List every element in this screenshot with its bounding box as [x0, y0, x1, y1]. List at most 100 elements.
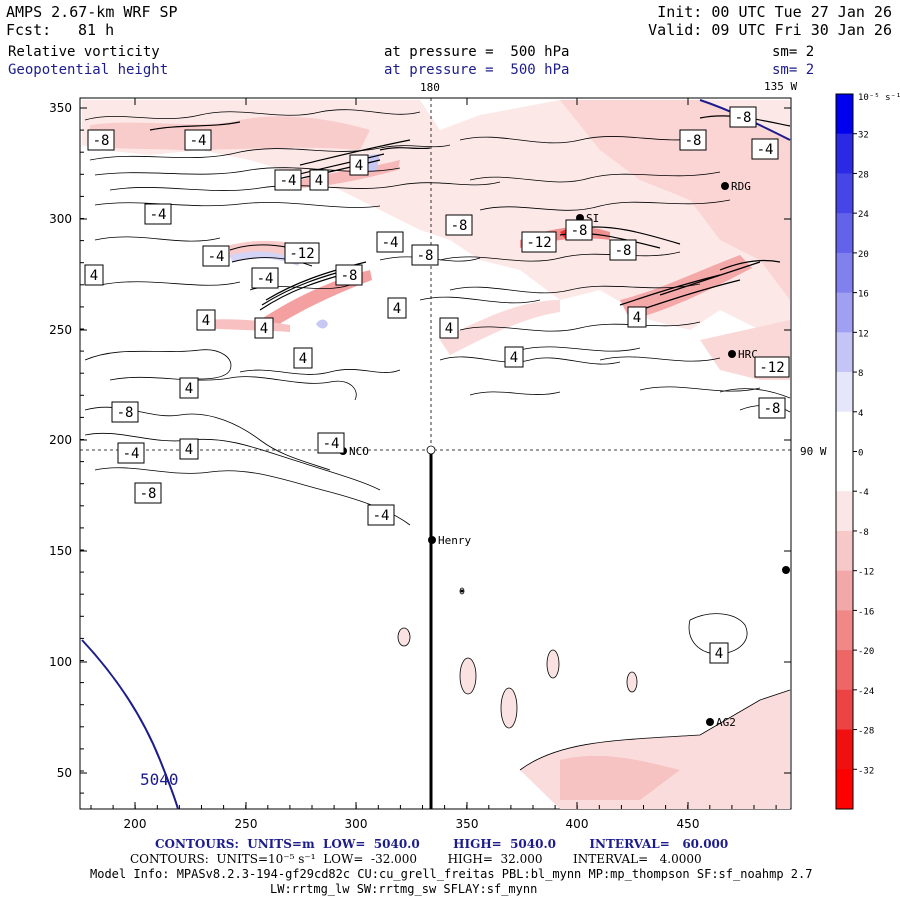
geopotential-contour-5040 [81, 639, 179, 810]
colorbar-label: -16 [858, 607, 874, 617]
field2-level: at pressure = 500 hPa [384, 62, 570, 78]
contour-label: -12 [521, 231, 557, 253]
svg-text:4: 4 [633, 310, 641, 326]
contour-label: -8 [729, 106, 757, 128]
contour-label: 4 [254, 317, 274, 339]
svg-text:4: 4 [185, 442, 193, 458]
colorbar-swatch [836, 173, 853, 214]
svg-text:-4: -4 [123, 446, 140, 462]
colorbar-label: 4 [858, 409, 863, 419]
colorbar-swatch [836, 213, 853, 254]
svg-text:-4: -4 [280, 173, 297, 189]
svg-text:-8: -8 [140, 486, 157, 502]
colorbar-label: -4 [858, 488, 869, 498]
contour-label: -4 [117, 442, 145, 464]
x-tick-label: 250 [235, 817, 258, 831]
colorbar-label: 20 [858, 250, 869, 260]
colorbar-swatch [836, 411, 853, 452]
contour-label: -4 [751, 138, 779, 160]
lat-label-90w: 90 W [800, 445, 827, 458]
x-tick-label: 450 [677, 817, 700, 831]
colorbar-label: -28 [858, 727, 874, 737]
svg-text:-12: -12 [289, 246, 314, 262]
colorbar-swatch [836, 610, 853, 651]
colorbar-swatch [836, 451, 853, 492]
lon-label-135w: 135 W [764, 80, 797, 93]
colorbar-label: -32 [858, 766, 874, 776]
station-rdg: RDG [721, 180, 751, 193]
field1-level: at pressure = 500 hPa [384, 44, 570, 60]
svg-text:-12: -12 [526, 235, 551, 251]
contour-label: -8 [411, 244, 439, 266]
svg-text:-8: -8 [615, 243, 632, 259]
contour-label: -4 [144, 203, 172, 225]
svg-text:-4: -4 [382, 235, 399, 251]
contour-label: 4 [504, 346, 524, 368]
svg-text:4: 4 [715, 646, 723, 662]
contour-label: 4 [709, 642, 729, 664]
svg-text:4: 4 [510, 350, 518, 366]
lower-blob-contours [397, 587, 791, 771]
contours-height-info: CONTOURS: UNITS=m LOW= 5040.0 HIGH= 5040… [155, 837, 729, 851]
y-tick-label: 350 [49, 101, 72, 115]
colorbar-swatch [836, 729, 853, 770]
x-tick-label: 300 [345, 817, 368, 831]
station-label: AG2 [716, 716, 736, 729]
colorbar-label: -24 [858, 687, 874, 697]
colorbar-label: -8 [858, 528, 869, 538]
contour-label: 4 [179, 377, 199, 399]
colorbar-swatch [836, 530, 853, 572]
svg-text:-4: -4 [150, 207, 167, 223]
colorbar-swatch [836, 570, 853, 611]
svg-text:4: 4 [445, 321, 453, 337]
svg-text:-8: -8 [451, 218, 468, 234]
contour-label: 4 [179, 438, 199, 460]
forecast-value: 81 h [78, 21, 115, 39]
contour-label: -4 [251, 267, 279, 289]
contour-label: -8 [565, 219, 593, 241]
station-label: NCO [349, 445, 369, 458]
contour-label: -8 [134, 482, 162, 504]
field1-smoothing: sm= 2 [772, 44, 815, 60]
svg-text:4: 4 [355, 158, 363, 174]
field2-name: Geopotential height [8, 62, 169, 78]
svg-text:4: 4 [202, 313, 210, 329]
colorbar-label: 16 [858, 290, 869, 300]
colorbar-swatch [836, 332, 853, 373]
contour-label: 4 [309, 169, 329, 191]
y-tick-label: 300 [49, 212, 72, 226]
colorbar-label: 0 [858, 449, 863, 459]
svg-text:-4: -4 [323, 436, 340, 452]
svg-text:-8: -8 [93, 133, 110, 149]
colorbar-swatch [836, 769, 853, 810]
contour-label: -4 [202, 245, 230, 267]
station-label: HRC [738, 348, 758, 361]
x-tick-label: 200 [124, 817, 147, 831]
colorbar-label: 32 [858, 131, 869, 141]
svg-text:-8: -8 [764, 401, 781, 417]
svg-text:-8: -8 [571, 223, 588, 239]
contour-label: -8 [87, 129, 115, 151]
svg-text:-4: -4 [257, 271, 274, 287]
model-info-line1: Model Info: MPASv8.2.3-194-gf29cd82c CU:… [90, 867, 813, 881]
colorbar-label: 28 [858, 170, 869, 180]
y-tick-label: 200 [49, 433, 72, 447]
contour-label: -4 [184, 129, 212, 151]
contour-label: -8 [679, 129, 707, 151]
svg-text:-8: -8 [735, 110, 752, 126]
svg-text:-8: -8 [341, 268, 358, 284]
valid-time: Valid: 09 UTC Fri 30 Jan 26 [648, 21, 892, 39]
svg-text:4: 4 [260, 321, 268, 337]
forecast-label: Fcst: [6, 21, 52, 39]
colorbar-swatch [836, 292, 853, 333]
contour-label: 4 [387, 297, 407, 319]
station-marker [706, 718, 714, 726]
contour-label: 4 [439, 317, 459, 339]
height-contour-label: 5040 [140, 770, 179, 789]
colorbar-swatch [836, 252, 853, 294]
colorbar-label: 8 [858, 369, 863, 379]
svg-text:-4: -4 [190, 133, 207, 149]
y-tick-label: 50 [57, 766, 72, 780]
svg-text:-12: -12 [759, 360, 784, 376]
